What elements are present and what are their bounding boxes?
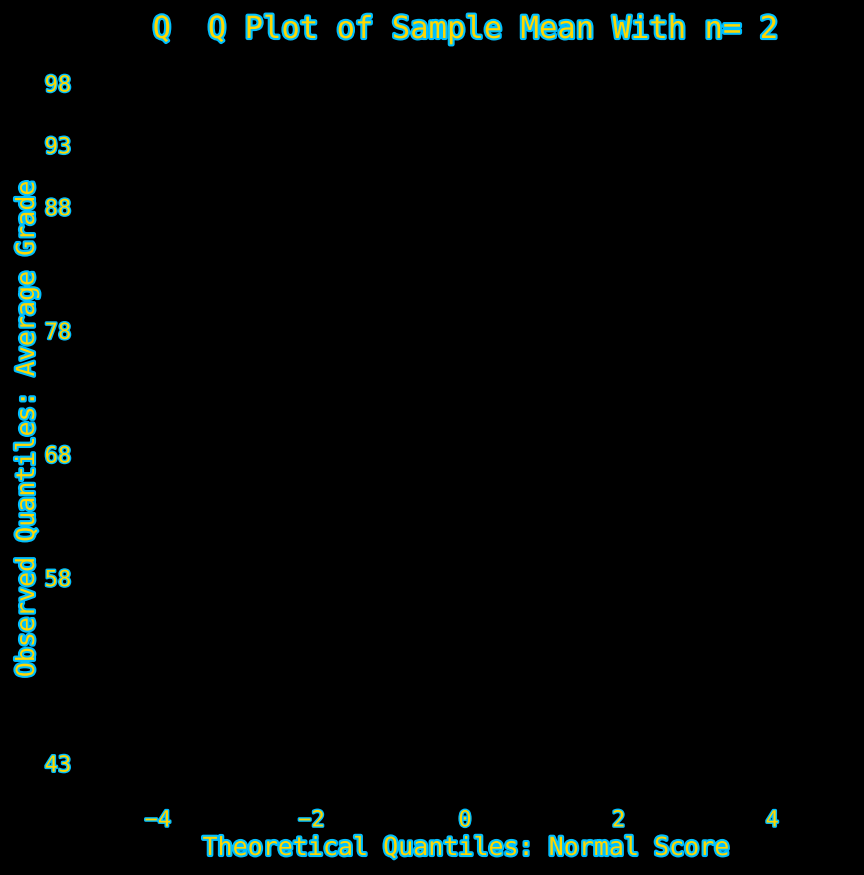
Title: Q  Q Plot of Sample Mean With n= 2: Q Q Plot of Sample Mean With n= 2 — [153, 15, 778, 44]
Y-axis label: Observed Quantiles: Average Grade: Observed Quantiles: Average Grade — [15, 182, 39, 677]
X-axis label: Theoretical Quantiles: Normal Score: Theoretical Quantiles: Normal Score — [202, 836, 727, 860]
